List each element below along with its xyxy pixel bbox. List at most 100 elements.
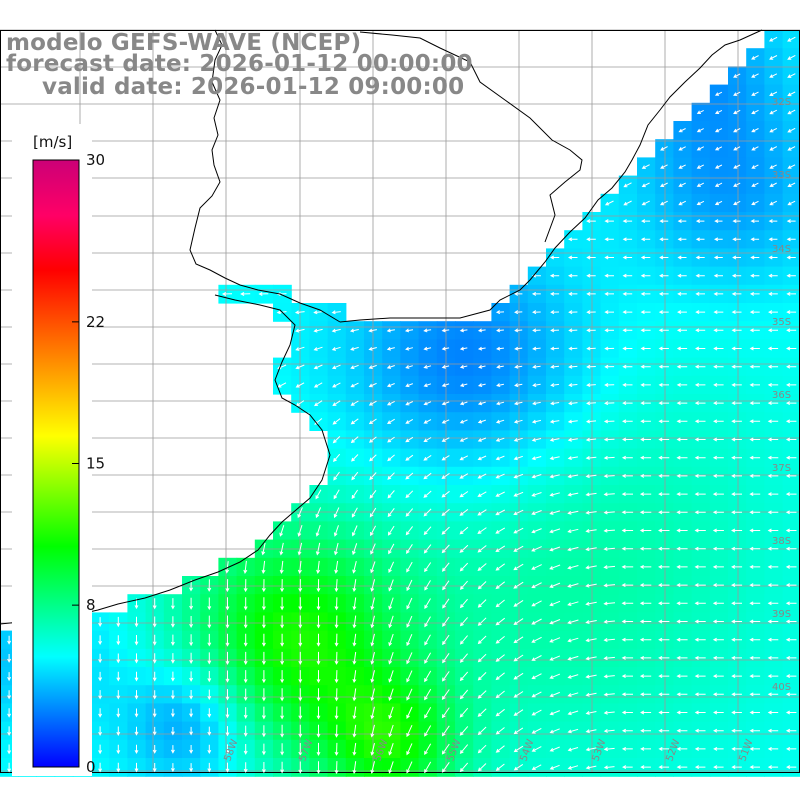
wind-arrow [659, 255, 669, 260]
wind-arrow [405, 454, 414, 461]
wind-arrow [731, 746, 742, 751]
wind-arrow [712, 455, 724, 460]
wind-arrow [640, 437, 651, 442]
wind-arrow [785, 601, 797, 606]
wind-arrow [767, 619, 779, 624]
wind-arrow [332, 418, 341, 425]
wind-arrow [676, 546, 688, 551]
wind-arrow [549, 637, 561, 643]
wind-arrow [603, 437, 615, 442]
wind-arrow [604, 273, 614, 278]
wind-arrow [731, 619, 742, 624]
wind-arrow [640, 237, 651, 242]
lat-label: 33S [772, 170, 791, 181]
wind-arrow [424, 616, 431, 628]
wind-arrow [696, 109, 704, 114]
wind-arrow [405, 472, 414, 480]
wind-arrow [316, 742, 321, 756]
wind-arrow [387, 472, 395, 480]
wind-arrow [495, 455, 505, 461]
wind-arrow [694, 492, 706, 497]
wind-arrow [658, 674, 670, 679]
wind-arrow [279, 525, 285, 537]
wind-arrow [531, 691, 542, 698]
wind-arrow [767, 382, 779, 387]
wind-arrow [388, 706, 394, 720]
wind-arrow [622, 364, 633, 369]
map-title: modelo GEFS-WAVE (NCEP) [6, 30, 362, 56]
wind-arrow [769, 55, 778, 60]
wind-arrow [769, 164, 777, 169]
wind-arrow [750, 273, 760, 278]
wind-arrow [622, 328, 633, 333]
wind-arrow [7, 635, 12, 645]
wind-arrow [333, 489, 340, 500]
wind-arrow [751, 55, 759, 60]
wind-arrow [731, 310, 742, 315]
wind-arrow [388, 688, 394, 701]
wind-arrow [387, 490, 395, 499]
wind-arrow [297, 524, 303, 537]
wind-arrow [767, 346, 779, 351]
wind-arrow [604, 219, 614, 224]
wind-arrow [351, 507, 358, 518]
wind-arrow [731, 364, 742, 369]
wind-arrow [585, 455, 597, 460]
wind-arrow [550, 383, 560, 388]
wind-arrow [549, 546, 561, 552]
wind-arrow [786, 328, 797, 333]
wind-arrow [513, 401, 523, 406]
wind-arrow [98, 653, 103, 664]
wind-arrow [712, 692, 724, 697]
wind-arrow [749, 710, 760, 715]
wind-arrow [786, 255, 796, 260]
wind-arrow [549, 746, 560, 752]
wind-arrow [406, 688, 413, 701]
wind-arrow [604, 310, 614, 315]
wind-arrow [352, 543, 358, 556]
wind-arrow [785, 564, 797, 569]
wind-arrow [731, 273, 742, 278]
lat-lon-grid [0, 29, 800, 773]
wind-arrow [749, 564, 761, 569]
wind-arrow [751, 73, 759, 78]
wind-arrow [694, 455, 706, 460]
wind-arrow [531, 709, 542, 716]
wind-arrow [134, 726, 139, 736]
wind-arrow [769, 146, 778, 151]
wind-arrow [676, 382, 688, 387]
wind-arrow [298, 706, 303, 720]
wind-arrow [459, 653, 468, 663]
wind-arrow [786, 273, 796, 278]
wind-arrow [368, 436, 377, 443]
wind-arrow [424, 688, 432, 701]
wind-arrow [713, 401, 724, 406]
wind-arrow [767, 328, 778, 333]
wind-arrow [189, 616, 194, 629]
wind-arrow [388, 724, 394, 738]
wind-arrow [532, 310, 541, 315]
wind-arrow [749, 746, 760, 751]
wind-arrow [152, 598, 157, 610]
wind-arrow [243, 762, 248, 773]
wind-arrow [621, 492, 633, 497]
wind-arrow [388, 615, 394, 629]
wind-arrow [658, 528, 670, 533]
wind-arrow [622, 401, 633, 406]
wind-arrow [640, 401, 651, 406]
wind-arrow [370, 525, 377, 537]
wind-arrow [243, 688, 248, 702]
wind-arrow [513, 473, 524, 479]
wind-arrow [731, 382, 742, 387]
wind-arrow [352, 579, 357, 593]
wind-arrow [622, 765, 633, 770]
wind-arrow [349, 328, 359, 333]
wind-arrow [405, 383, 413, 388]
wind-arrow [331, 328, 341, 333]
wind-arrow [732, 255, 741, 260]
wind-arrow [298, 724, 303, 738]
wind-arrow [350, 364, 359, 370]
wind-arrow [170, 616, 175, 628]
wind-arrow [712, 546, 724, 551]
wind-arrow [768, 219, 778, 224]
